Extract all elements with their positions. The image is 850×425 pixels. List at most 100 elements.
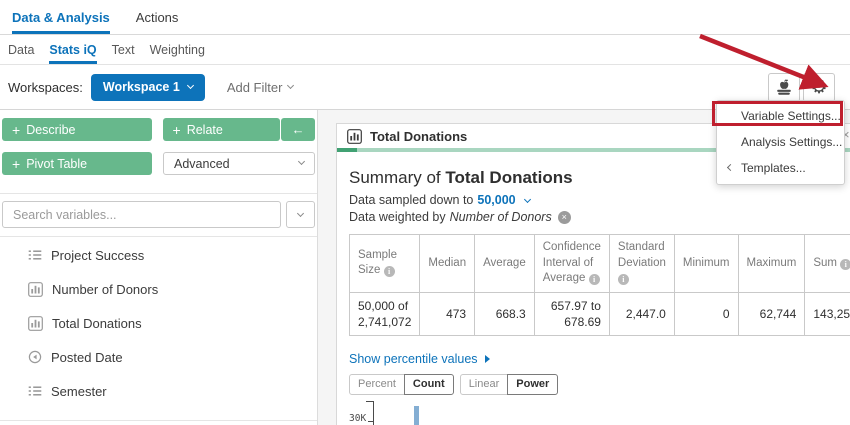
cell-average: 668.3	[474, 291, 535, 336]
bar-chart-icon	[28, 315, 43, 331]
cell-confidence-interval: 657.97 to 678.69	[533, 291, 610, 336]
settings-gear-button[interactable]: ⚙	[803, 72, 835, 102]
table-data-row: 50,000 of 2,741,072 473 668.3 657.97 to …	[348, 291, 850, 336]
bar-chart-icon	[28, 281, 43, 297]
menu-item-analysis-settings[interactable]: Analysis Settings...	[717, 129, 844, 155]
tab-data-analysis-label: Data & Analysis	[12, 9, 110, 25]
weighted-line: Data weighted by Number of Donors ×	[349, 210, 849, 224]
subtab-text-label: Text	[111, 42, 135, 57]
plus-icon: +	[12, 155, 21, 172]
linear-toggle-button[interactable]: Linear	[459, 373, 509, 395]
menu-item-templates[interactable]: Templates...	[717, 155, 844, 181]
menu-item-variable-settings[interactable]: Variable Settings...	[717, 103, 844, 129]
divider	[0, 236, 317, 237]
variable-label: Posted Date	[51, 349, 123, 365]
plus-icon: +	[172, 121, 181, 138]
variable-item-posted-date[interactable]: Posted Date	[2, 340, 315, 374]
histogram-bar[interactable]	[414, 405, 419, 425]
variable-label: Semester	[51, 383, 107, 399]
collapse-back-button[interactable]: ←	[281, 118, 315, 141]
tab-actions-label: Actions	[135, 9, 179, 25]
chevron-down-icon	[297, 157, 306, 166]
variable-item-number-of-donors[interactable]: Number of Donors	[2, 272, 315, 306]
col-confidence-interval: Confidence Interval of Average i	[533, 234, 610, 293]
col-minimum: Minimum	[673, 234, 739, 293]
power-toggle-button[interactable]: Power	[507, 373, 559, 395]
divider	[0, 420, 317, 421]
describe-button-label: Describe	[26, 122, 76, 137]
info-icon[interactable]: i	[840, 258, 850, 270]
advanced-dropdown[interactable]: Advanced	[163, 152, 315, 175]
card-title: Total Donations	[370, 128, 468, 144]
weighting-variable-name: Number of Donors	[449, 210, 552, 224]
workspace-selector-button[interactable]: Workspace 1	[90, 73, 205, 101]
cell-maximum: 62,744	[737, 291, 806, 336]
cell-median: 473	[419, 291, 476, 336]
cell-minimum: 0	[673, 291, 739, 336]
variable-list: Project Success Number of Donors	[2, 238, 315, 408]
chevron-down-icon	[524, 195, 532, 204]
relate-button-label: Relate	[186, 122, 223, 137]
col-sample-size: Sample Size i	[348, 234, 421, 293]
tab-actions[interactable]: Actions	[136, 0, 179, 34]
info-icon[interactable]: i	[617, 274, 629, 286]
search-variables-input[interactable]	[2, 201, 281, 228]
pivot-table-button-label: Pivot Table	[26, 156, 88, 171]
cell-standard-deviation: 2,447.0	[608, 291, 675, 336]
plus-icon: +	[12, 121, 21, 138]
subtab-weighting-label: Weighting	[149, 42, 205, 57]
info-icon[interactable]: i	[588, 274, 600, 286]
table-header-row: Sample Size i Median Average Confidence …	[348, 234, 850, 293]
relate-button[interactable]: + Relate	[162, 118, 281, 141]
subtab-stats-iq-label: Stats iQ	[49, 42, 97, 57]
workspace-selector-label: Workspace 1	[102, 80, 180, 94]
summary-statistics-table: Sample Size i Median Average Confidence …	[348, 234, 850, 336]
variable-label: Project Success	[51, 247, 145, 263]
info-icon[interactable]: i	[383, 266, 395, 278]
y-axis-tick	[368, 420, 374, 422]
percent-toggle-button[interactable]: Percent	[349, 373, 405, 395]
divider	[0, 193, 317, 194]
menu-item-label: Variable Settings...	[741, 109, 841, 123]
search-options-button[interactable]	[286, 201, 315, 228]
describe-button[interactable]: + Describe	[2, 118, 152, 141]
col-standard-deviation: Standard Deviation i	[608, 234, 675, 293]
pivot-table-button[interactable]: + Pivot Table	[2, 152, 152, 175]
variable-item-total-donations[interactable]: Total Donations	[2, 306, 315, 340]
subtab-data[interactable]: Data	[8, 35, 34, 64]
count-toggle-button[interactable]: Count	[403, 373, 454, 395]
variable-item-semester[interactable]: Semester	[2, 374, 315, 408]
show-percentile-values-link[interactable]: Show percentile values	[349, 352, 849, 366]
workspaces-label: Workspaces:	[8, 79, 83, 95]
menu-item-label: Analysis Settings...	[741, 135, 843, 149]
sample-size-dropdown[interactable]: 50,000	[477, 193, 532, 207]
card-header: Total Donations ×	[337, 124, 850, 148]
learning-resources-button[interactable]	[768, 72, 800, 102]
subtab-text[interactable]: Text	[112, 35, 135, 64]
col-median: Median	[419, 234, 476, 293]
y-axis-tick-label: 30K	[349, 412, 367, 424]
summary-prefix: Summary of	[349, 168, 446, 187]
sample-size-value: 50,000	[477, 193, 516, 207]
chart-toggle-controls: Percent Count Linear Power	[349, 373, 849, 395]
tab-data-analysis[interactable]: Data & Analysis	[12, 0, 110, 34]
cell-sum: 143,251,439	[804, 291, 850, 336]
subtab-stats-iq[interactable]: Stats iQ	[49, 35, 97, 64]
cell-sample-size: 50,000 of 2,741,072	[348, 291, 421, 336]
col-maximum: Maximum	[737, 234, 806, 293]
variable-label: Number of Donors	[52, 281, 159, 297]
advanced-dropdown-label: Advanced	[174, 156, 230, 171]
workspace-canvas: Total Donations × Summary of Total Donat…	[318, 110, 850, 425]
remove-weighting-icon[interactable]: ×	[557, 210, 571, 224]
bar-chart-icon	[347, 128, 362, 144]
variable-item-project-success[interactable]: Project Success	[2, 238, 315, 272]
subtab-weighting[interactable]: Weighting	[150, 35, 205, 64]
progress-segment	[337, 148, 357, 152]
menu-item-label: Templates...	[741, 161, 806, 175]
add-filter-button[interactable]: Add Filter	[226, 79, 295, 95]
add-filter-label: Add Filter	[226, 79, 283, 95]
settings-dropdown-menu: Variable Settings... Analysis Settings..…	[716, 100, 845, 185]
close-icon[interactable]: ×	[842, 127, 850, 142]
list-icon	[28, 386, 42, 396]
